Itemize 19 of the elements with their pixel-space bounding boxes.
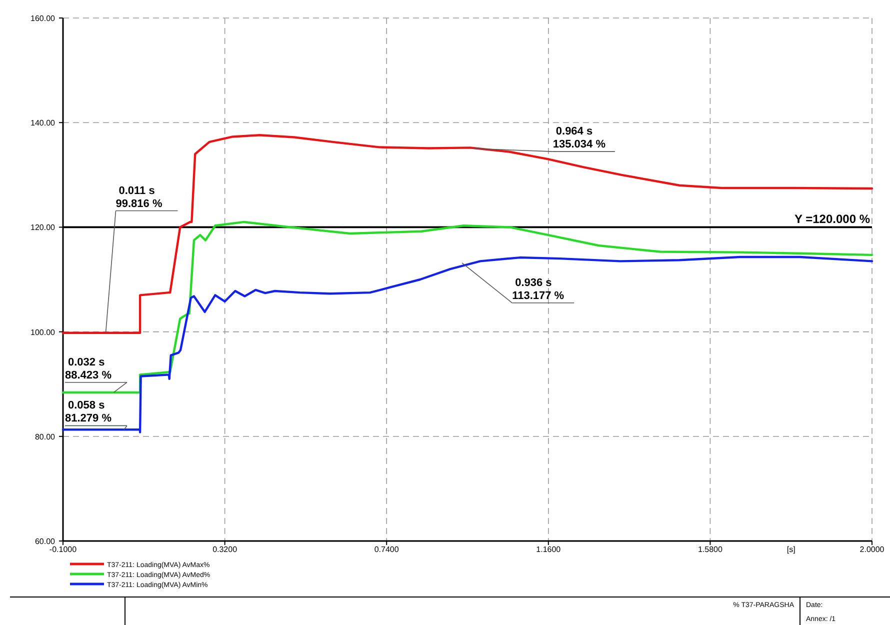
y-tick-label: 140.00 bbox=[30, 118, 56, 128]
x-axis-title: [s] bbox=[786, 545, 796, 554]
y-tick-label: 60.00 bbox=[34, 537, 56, 546]
x-tick-label: 1.1600 bbox=[536, 545, 562, 554]
annotation: 0.058 s 81.279 % bbox=[65, 400, 112, 425]
x-tick-label: 2.0000 bbox=[860, 545, 885, 554]
y-tick-label: 100.00 bbox=[30, 328, 56, 337]
x-tick-label: 0.7400 bbox=[374, 545, 400, 554]
annotation: 0.032 s 88.423 % bbox=[65, 356, 112, 382]
ref-line-label: Y =120.000 % bbox=[794, 212, 870, 226]
annotation: 0.936 s 113.177 % bbox=[512, 276, 564, 302]
y-tick-label: 80.00 bbox=[34, 432, 56, 442]
annotation: 0.964 s 135.034 % bbox=[552, 126, 606, 151]
x-tick-label: -0.1000 bbox=[49, 545, 78, 554]
annotation: 0.011 s 99.816 % bbox=[116, 184, 162, 210]
y-tick-label: 120.00 bbox=[30, 223, 56, 232]
y-tick-label: 160.00 bbox=[30, 14, 56, 23]
x-tick-label: 1.5800 bbox=[698, 545, 723, 554]
x-tick-label: 0.3200 bbox=[212, 545, 238, 554]
